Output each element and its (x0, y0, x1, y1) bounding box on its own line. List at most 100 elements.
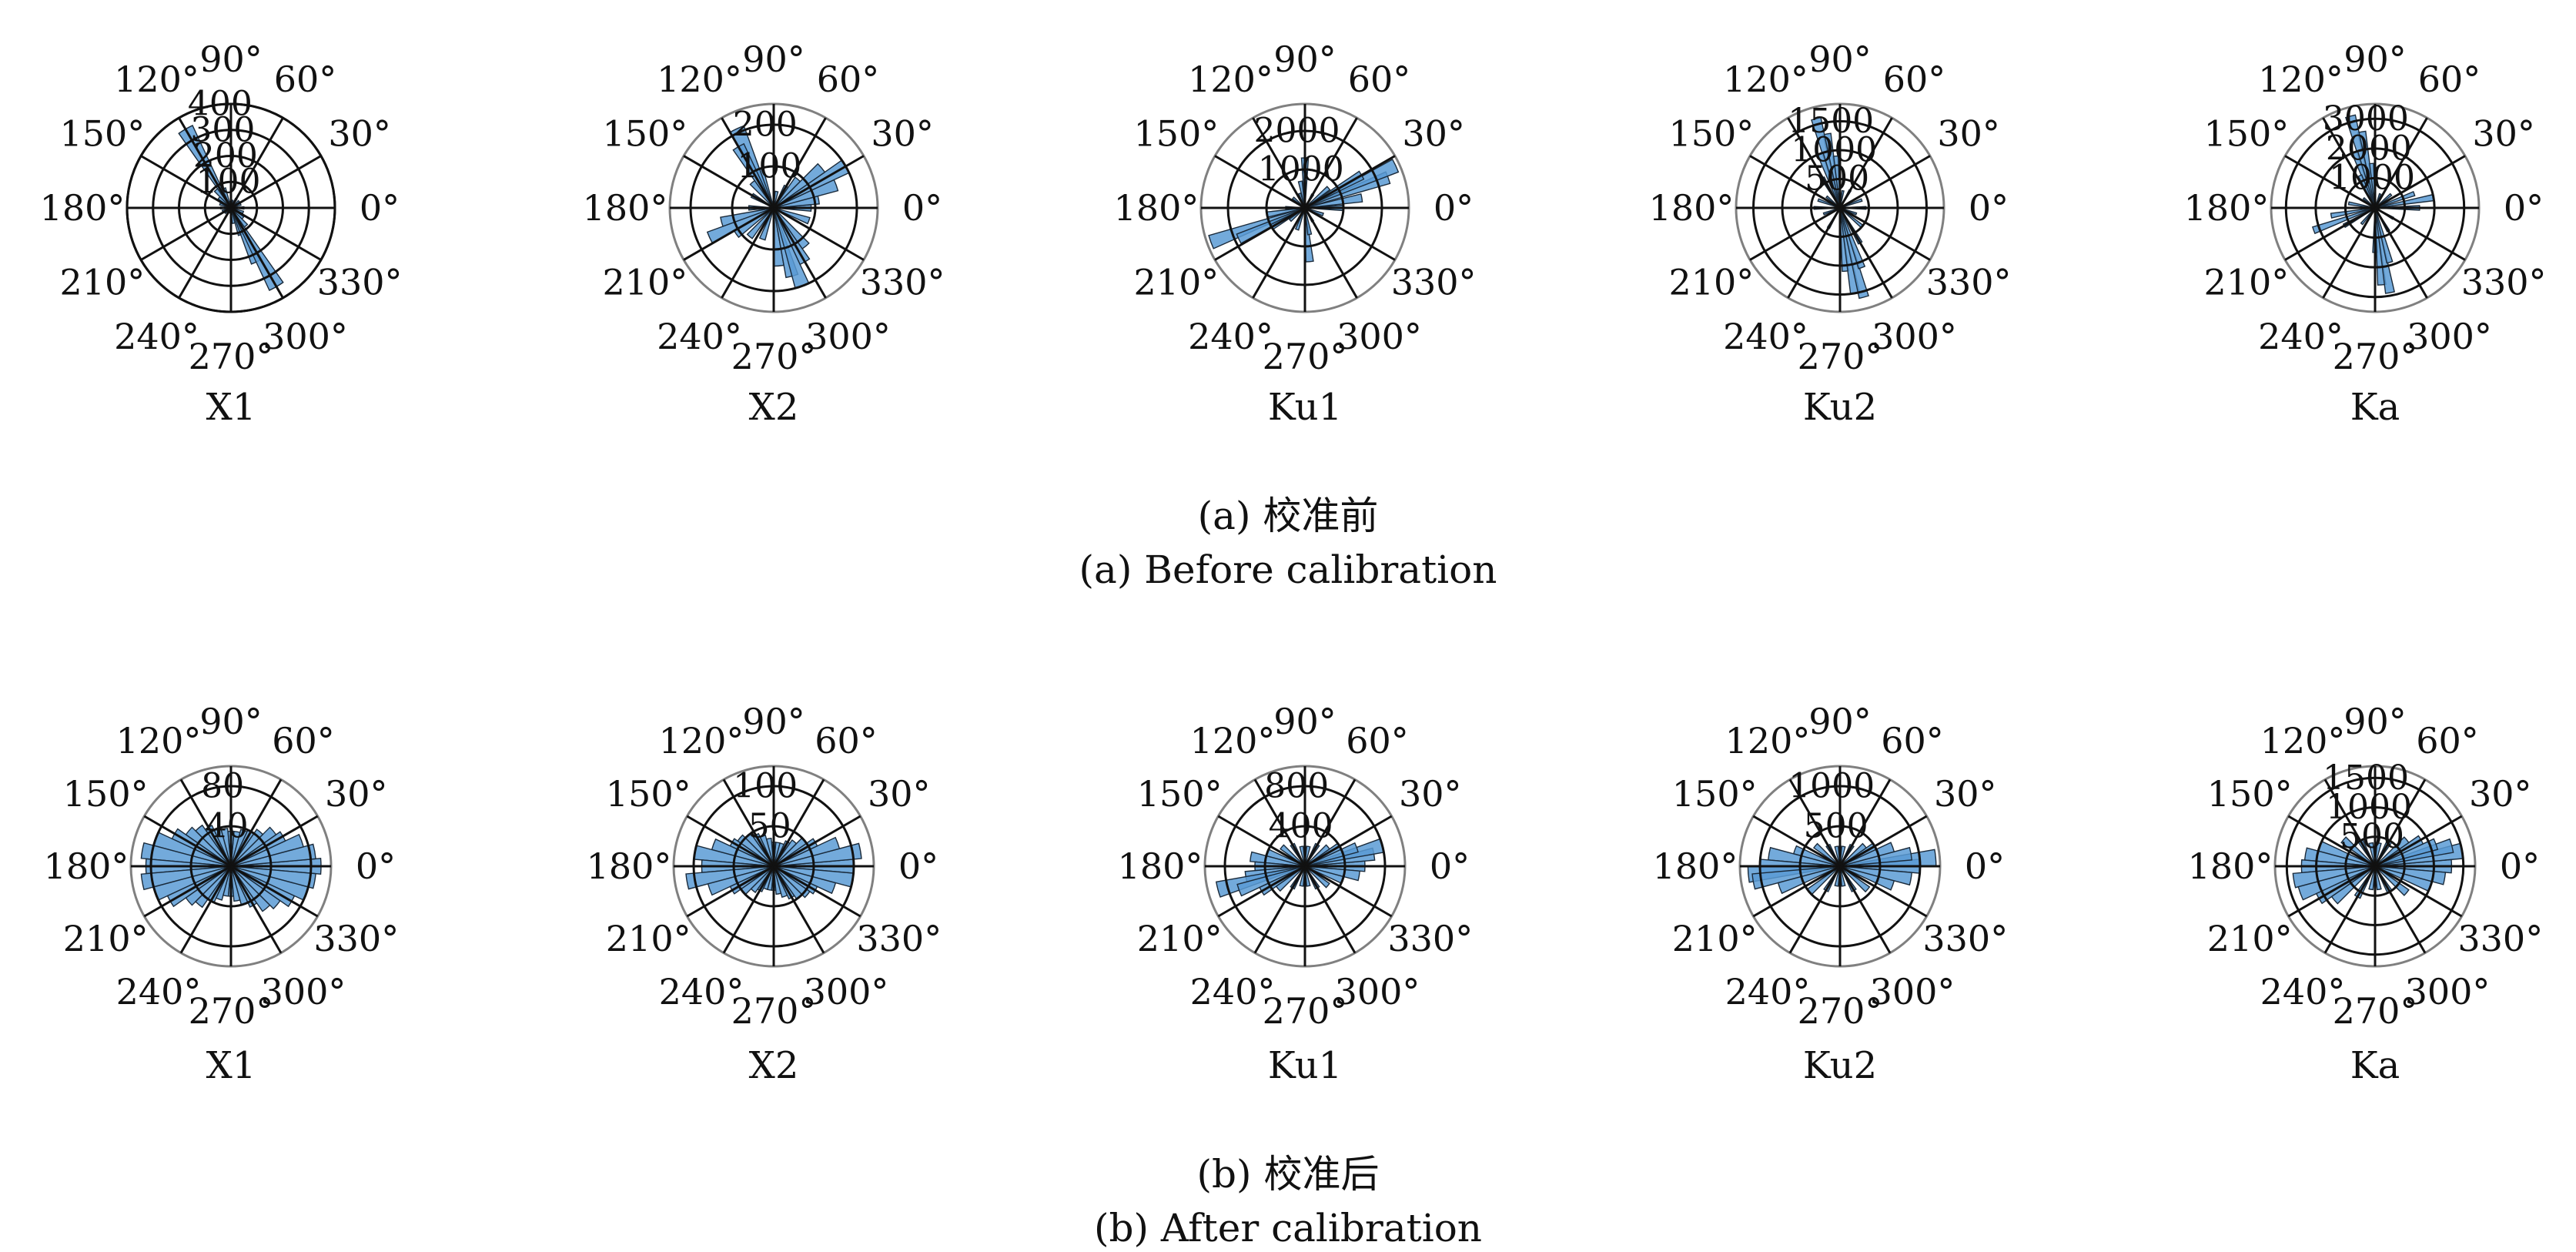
polar-chart-b-x2: 90°120° 150° 180° 210° 240°270°300° 330° 0° 30°… (587, 701, 942, 1087)
angular-grid-line (1752, 815, 1841, 868)
polar-bar (773, 176, 801, 209)
angular-grid-line (230, 206, 322, 261)
polar-bar (230, 865, 316, 889)
angle-tick-label: 120° (2258, 59, 2343, 100)
angular-grid-line (683, 155, 774, 209)
angle-tick-label: 180° (583, 187, 668, 229)
polar-bar (2374, 836, 2410, 867)
angular-grid-line (230, 865, 319, 918)
polar-bar (773, 162, 826, 209)
radial-tick-label: 800 (1264, 767, 1329, 806)
angular-grid-line (2374, 117, 2428, 209)
angle-tick-label: 60° (817, 59, 880, 100)
polar-bar (1304, 844, 1330, 867)
angle-tick-label: 210° (1137, 918, 1223, 959)
angle-tick-label: 30° (328, 113, 391, 155)
angle-tick-label: 90° (199, 701, 263, 742)
polar-bar (230, 829, 264, 867)
angular-grid-line (1217, 865, 1306, 918)
angular-grid-line (1252, 117, 1306, 209)
angle-tick-label: 300° (2407, 316, 2492, 357)
radial-tick-label: 80 (201, 767, 244, 806)
polar-bar (2340, 836, 2376, 867)
angle-tick-label: 180° (2184, 187, 2270, 229)
angle-tick-label: 270° (189, 336, 274, 377)
polar-bar (2330, 207, 2376, 219)
angle-tick-label: 180° (1118, 845, 1203, 887)
angle-tick-label: 30° (1934, 773, 1997, 815)
angular-grid-line (2374, 207, 2428, 299)
angle-tick-label: 120° (659, 720, 744, 762)
angle-tick-label: 150° (1133, 113, 1219, 155)
angle-tick-label: 330° (856, 918, 942, 959)
angular-grid-line (2284, 206, 2376, 261)
polar-bar (2311, 207, 2376, 235)
angular-grid-line (2374, 865, 2427, 954)
angular-grid-line (1252, 207, 1306, 299)
angle-tick-label: 150° (63, 773, 149, 815)
angular-grid-line (143, 815, 232, 868)
angular-grid-line (773, 206, 865, 261)
polar-bar (1304, 207, 1313, 236)
angle-tick-label: 210° (1672, 918, 1758, 959)
angle-tick-label: 0° (360, 187, 400, 229)
polar-bar (1304, 186, 1331, 209)
angle-tick-label: 90° (742, 701, 805, 742)
subplot-label: X1 (206, 386, 256, 429)
angle-tick-label: 240° (2260, 971, 2346, 1013)
radial-tick-label: 40 (206, 806, 249, 845)
angle-tick-label: 90° (2343, 38, 2407, 80)
angular-grid-line (686, 815, 774, 868)
angular-grid-line (1749, 206, 1841, 261)
angular-grid-line (1788, 778, 1842, 867)
angle-tick-label: 90° (2343, 701, 2407, 742)
angle-tick-label: 330° (860, 262, 945, 303)
angle-tick-label: 90° (1808, 701, 1872, 742)
angular-grid-line (722, 778, 775, 867)
angular-grid-line (2323, 865, 2377, 954)
radial-tick-label: 3000 (2323, 99, 2409, 139)
polar-bar (1839, 842, 1868, 867)
angular-grid-line (2284, 155, 2376, 209)
radial-tick-label: 2000 (2326, 129, 2412, 168)
polar-bar (2374, 865, 2410, 896)
subplot-label: X2 (749, 386, 799, 429)
angular-grid-line (229, 207, 284, 299)
angular-grid-line (1788, 865, 1842, 954)
polar-bar (2347, 201, 2376, 209)
angle-tick-label: 150° (2203, 113, 2289, 155)
angle-tick-label: 270° (189, 990, 274, 1032)
angle-tick-label: 90° (742, 38, 805, 80)
angle-tick-label: 180° (40, 187, 125, 229)
angle-tick-label: 0° (1434, 187, 1474, 229)
polar-bar (746, 207, 774, 239)
angle-tick-label: 30° (1399, 773, 1462, 815)
angular-grid-line (772, 778, 825, 867)
angle-tick-label: 150° (59, 113, 145, 155)
angle-tick-label: 0° (356, 845, 396, 887)
subplot-label: Ku2 (1803, 1044, 1877, 1087)
subplot-label: Ku1 (1268, 1044, 1342, 1087)
angle-tick-label: 150° (1668, 113, 1754, 155)
angular-grid-line (2374, 815, 2463, 868)
angle-tick-label: 30° (2469, 773, 2532, 815)
angle-tick-label: 270° (731, 336, 817, 377)
angle-tick-label: 180° (587, 845, 672, 887)
polar-bar (2368, 842, 2376, 867)
angular-grid-line (1839, 865, 1928, 918)
angular-grid-line (1838, 865, 1892, 954)
angular-grid-line (1303, 778, 1357, 867)
angular-grid-line (1304, 206, 1396, 261)
angular-grid-line (2287, 815, 2376, 868)
angular-grid-line (230, 815, 319, 868)
angular-grid-line (772, 207, 827, 299)
polar-chart-a-ku1: 90°120° 150° 180° 210° 240°270°300° 330° 0° 30°… (1114, 38, 1477, 429)
angle-tick-label: 330° (2457, 918, 2543, 959)
angle-tick-label: 150° (606, 773, 691, 815)
angle-tick-label: 150° (602, 113, 687, 155)
angle-tick-label: 120° (114, 59, 199, 100)
angular-grid-line (229, 778, 283, 867)
angle-tick-label: 30° (1937, 113, 2000, 155)
angular-grid-line (140, 206, 232, 261)
